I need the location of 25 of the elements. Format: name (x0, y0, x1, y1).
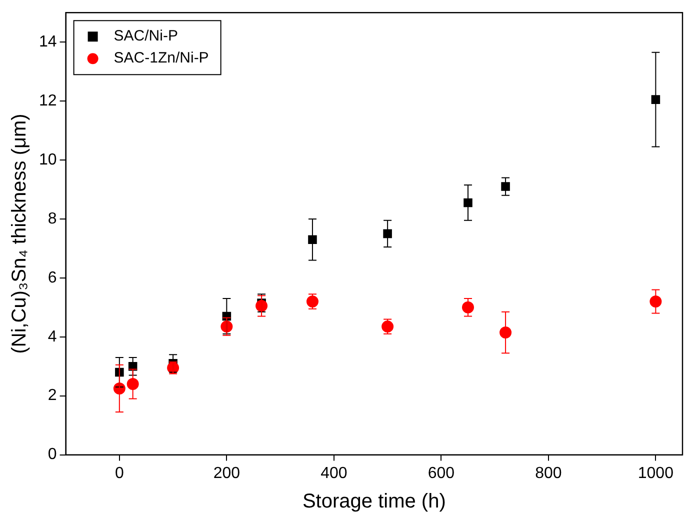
x-tick-label: 600 (428, 464, 455, 482)
x-tick-label: 400 (320, 464, 348, 482)
point (308, 235, 317, 244)
y-tick-label: 6 (48, 269, 57, 286)
y-tick-label: 2 (48, 387, 57, 404)
point (462, 301, 474, 314)
y-tick-label: 12 (39, 92, 57, 110)
y-tick-label: 4 (48, 328, 57, 346)
point (500, 326, 512, 338)
point (501, 182, 510, 191)
x-tick-label: 0 (114, 464, 124, 482)
legend-label: SAC-1Zn/Ni-P (114, 50, 209, 67)
y-tick-label: 10 (39, 151, 57, 168)
point (650, 296, 662, 308)
y-tick-label: 8 (48, 210, 57, 228)
y-tick-label: 14 (39, 33, 57, 50)
x-tick-label: 800 (535, 464, 562, 482)
x-tick-label: 200 (213, 464, 240, 482)
point (126, 378, 139, 390)
point (220, 320, 233, 333)
legend-label: SAC/Ni-P (114, 28, 178, 45)
x-tick-label: 1000 (638, 464, 674, 482)
x-axis-title: Storage time (h) (302, 490, 446, 513)
y-tick-label: 0 (48, 446, 57, 464)
y-axis-title: (Ni,Cu)₃Sn₄ thickness (μm) (8, 114, 31, 354)
